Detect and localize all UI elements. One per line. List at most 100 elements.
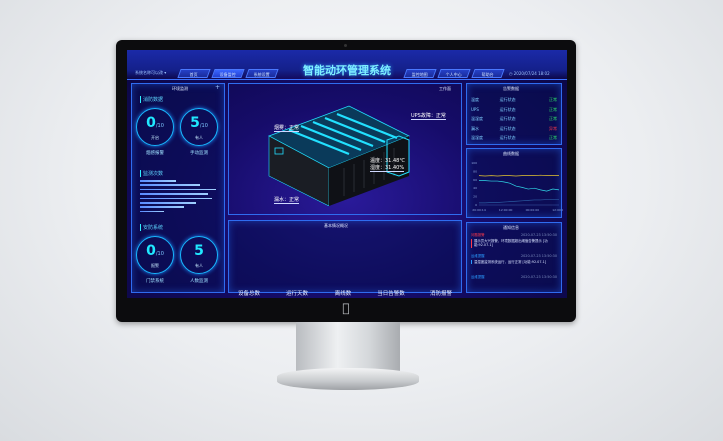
notice-time: 2020-07-23 13:50:30 <box>520 254 557 258</box>
notice-time: 2020-07-23 13:50:30 <box>520 233 557 237</box>
system-select-label: 系统名称可以改 <box>135 70 163 75</box>
alarm-status: 正常 <box>549 135 558 140</box>
x-tick-label: 12:00:00 <box>552 208 563 212</box>
gauge-value: 0 <box>146 115 156 131</box>
panel-title: 工作面 <box>439 86 451 91</box>
section-heading: 消防数据 <box>140 96 163 103</box>
alarm-row: 温湿度 运行状态 正常 <box>471 135 557 143</box>
alarm-device: 温湿度 <box>471 116 483 121</box>
callout-temperature: 温度：31.48℃ <box>370 158 405 164</box>
panel-title: 告警数据 <box>503 86 519 91</box>
gauge-caption: 门禁系统 <box>146 279 164 284</box>
stat-label: 消防报警 <box>429 291 452 297</box>
callout-leak: 漏水：正常 <box>274 197 300 204</box>
page-title: 智能动环管理系统 <box>303 64 391 77</box>
notice-tag: 问题报警 <box>471 233 485 237</box>
monitor-bar <box>140 184 200 186</box>
panel-title: 曲线数据 <box>503 151 519 156</box>
notice-time: 2020-07-23 13:50:30 <box>520 275 557 279</box>
gauge-value: 5 <box>194 243 204 259</box>
system-select[interactable]: 系统名称可以改 ▾ <box>135 70 167 75</box>
monitor-bar <box>140 202 196 204</box>
y-tick-label: 20 <box>473 195 477 199</box>
notice-item[interactable]: 运维提醒 2020-07-23 13:50:30 <box>471 275 557 281</box>
callout-humidity: 湿度：31.40% <box>370 165 405 172</box>
x-tick-label: 20:00:14 <box>472 208 486 212</box>
tab-personal-center[interactable]: 个人中心 <box>437 69 471 78</box>
tab-label: 帮助台 <box>481 72 494 77</box>
alarm-device: 温湿度 <box>471 135 483 140</box>
gauge-status: 开启 <box>151 135 159 140</box>
alarm-state: 运行状态 <box>499 97 516 102</box>
y-tick-label: 100 <box>471 161 477 165</box>
notice-text: 温湿度监测系统运行，运行正常 [功能:92.07.1] <box>471 259 557 264</box>
stat-device-total: 设备总数20 <box>227 289 271 298</box>
monitor-bar <box>140 197 212 200</box>
x-tick-label: 00:00:00 <box>526 208 540 212</box>
stat-label: 当日告警数 <box>377 291 405 297</box>
datetime-text: 2020/07/24 18:02 <box>513 71 550 76</box>
notice-item[interactable]: 问题报警 2020-07-23 13:50:30 展示员大兴报警，环境数据超出阈值告… <box>471 233 557 248</box>
gauge-total: /10 <box>199 123 208 129</box>
tab-label: 系统设置 <box>253 72 270 77</box>
apple-logo-icon:  <box>340 302 352 315</box>
gauge-caption: 人数监测 <box>190 279 208 284</box>
alarm-status: 正常 <box>549 97 558 102</box>
monitor-bar <box>140 206 184 208</box>
stat-label: 离线数 <box>334 291 352 297</box>
tab-home[interactable]: 首页 <box>177 69 211 78</box>
add-icon[interactable]: + <box>214 84 220 91</box>
series-line-0 <box>478 174 559 177</box>
y-tick-label: 80 <box>473 169 477 173</box>
gauge-total: /10 <box>155 251 164 257</box>
alarm-status: 异常 <box>549 125 558 131</box>
left-panel: 环境监测 + 消防数据 0/10 开启 5/10 有人 烟感报警 手动监测 监测次数… <box>131 83 225 293</box>
panel-title: 基本情况概况 <box>324 223 348 228</box>
gauge-value: 0 <box>146 243 156 259</box>
alarm-status: 正常 <box>549 106 558 112</box>
curve-chart: 0 20 40 60 80 100 20:00:14 12:00:00 00:00:00 12:0… <box>471 161 563 212</box>
section-heading: 监测次数 <box>140 170 163 177</box>
notice-panel: 通知信息 问题报警 2020-07-23 13:50:30 展示员大兴报警，环境数据… <box>466 222 562 293</box>
monitor-stand-base <box>277 368 419 390</box>
y-tick-label: 0 <box>475 203 477 207</box>
stat-today-alarms: 当日告警数1 <box>369 289 413 298</box>
camera <box>344 44 347 47</box>
section-heading: 安防系统 <box>140 224 163 231</box>
gauge-status: 报警 <box>151 263 159 268</box>
series-line-1 <box>479 180 560 192</box>
tab-monitor-map[interactable]: 监控地图 <box>403 69 437 78</box>
gauge-access: 0/10 报警 <box>136 236 174 274</box>
summary-panel: 基本情况概况 <box>228 220 462 293</box>
alarm-state: 运行状态 <box>499 116 516 121</box>
gauge-status: 有人 <box>195 135 203 140</box>
alarm-device: 温度 <box>471 97 479 102</box>
tab-device-monitor[interactable]: 设备监控 <box>211 69 245 78</box>
monitor-bar <box>140 188 216 191</box>
dashboard-screen: 系统名称可以改 ▾ 首页 设备监控 系统设置 智能动环管理系统 监控地图 个人中… <box>127 50 567 298</box>
tab-label: 设备监控 <box>219 72 236 77</box>
alarm-row: 漏水 运行状态 异常 <box>471 126 557 134</box>
tab-help[interactable]: 帮助台 <box>471 69 505 78</box>
alarm-state: 运行状态 <box>499 125 516 131</box>
panel-title: 通知信息 <box>503 225 519 230</box>
monitor-bar <box>140 210 164 213</box>
notice-tag: 运维提醒 <box>471 275 485 279</box>
alarm-device: 漏水 <box>471 125 479 131</box>
stat-offline: 离线数10 <box>321 289 365 298</box>
notice-item[interactable]: 运维提醒 2020-07-23 13:50:30 温湿度监测系统运行，运行正常 [功… <box>471 254 557 264</box>
gauge-value: 5 <box>190 115 200 131</box>
monitor-bar <box>140 180 176 182</box>
stat-label: 运行天数 <box>285 291 308 297</box>
panel-title: 环境监测 <box>172 86 188 91</box>
tab-system-settings[interactable]: 系统设置 <box>245 69 279 78</box>
alarm-row: UPS 运行状态 正常 <box>471 107 557 115</box>
gauge-manual: 5/10 有人 <box>180 108 218 146</box>
y-tick-label: 40 <box>473 186 477 190</box>
alarm-row: 温湿度 运行状态 正常 <box>471 116 557 124</box>
stat-fire-alarm: 消防报警0 <box>419 289 463 298</box>
alarm-row: 温度 运行状态 正常 <box>471 97 557 105</box>
tab-label: 监控地图 <box>411 72 428 77</box>
curve-panel: 曲线数据 0 20 40 60 80 100 20:00:14 12:00:00 00:00:0… <box>466 148 563 218</box>
tab-label: 个人中心 <box>445 72 462 77</box>
